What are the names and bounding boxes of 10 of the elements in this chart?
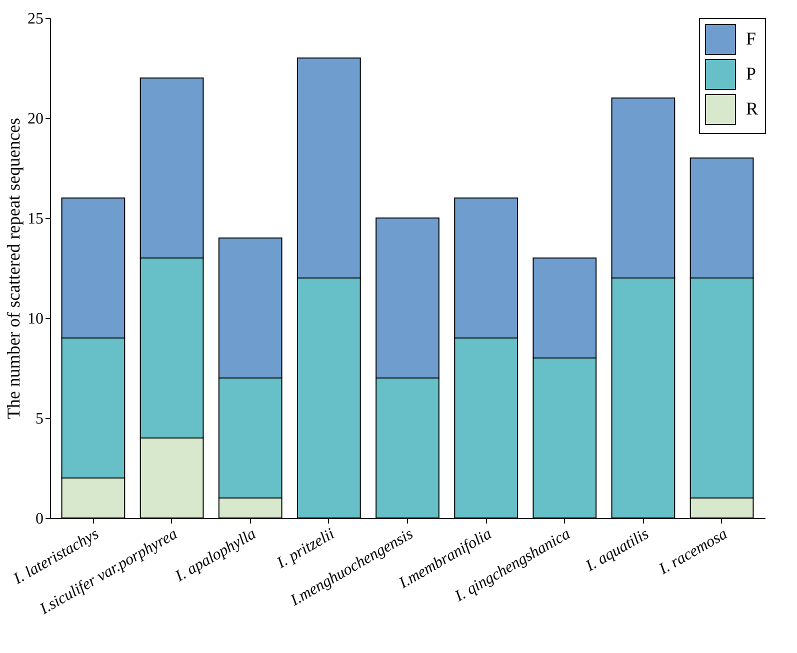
y-tick-label: 10	[28, 310, 44, 328]
legend-label: P	[746, 64, 756, 84]
y-tick-label: 0	[36, 510, 44, 528]
legend-label: R	[746, 98, 758, 118]
y-tick-label: 20	[28, 110, 44, 128]
y-tick-label: 25	[28, 10, 44, 28]
y-axis-title: The number of scattered repeat sequences	[4, 118, 24, 420]
legend-label: F	[746, 28, 756, 48]
y-tick-label: 5	[36, 410, 44, 428]
y-tick-label: 15	[28, 210, 44, 228]
